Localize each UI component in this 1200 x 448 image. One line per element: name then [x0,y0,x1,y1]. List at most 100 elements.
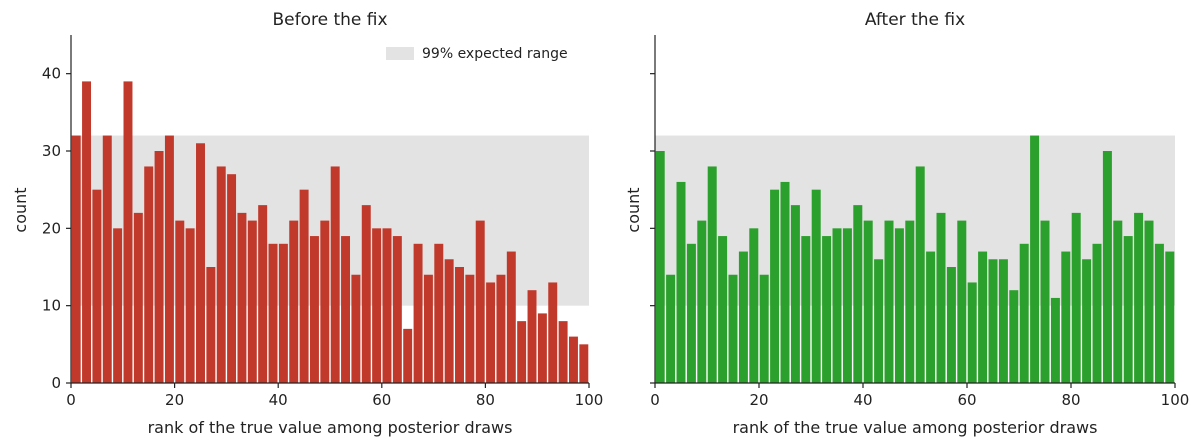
x-tick-label: 0 [650,391,660,409]
bar [1009,290,1019,383]
bar [382,228,392,383]
bar [936,212,946,383]
bar [82,81,92,384]
y-tick-label: 30 [42,142,61,160]
bar [486,282,496,383]
legend-label: 99% expected range [422,46,568,62]
bar [905,220,915,383]
bar [666,274,676,383]
x-tick-label: 100 [1161,391,1190,409]
x-axis-label: rank of the true value among posterior d… [148,418,513,437]
bar [1102,151,1112,383]
x-tick-label: 100 [575,391,604,409]
bar [770,189,780,383]
bar [154,151,164,383]
bar [196,143,205,383]
bar [444,259,454,383]
bar [278,243,288,383]
bar [863,220,873,383]
y-axis-label: count [624,187,643,232]
bar [1154,243,1164,383]
x-tick-label: 40 [269,391,288,409]
bar [978,251,988,383]
bar [330,166,340,383]
bar [1082,259,1092,383]
bar [759,274,769,383]
x-tick-label: 20 [165,391,184,409]
bar [697,220,707,383]
legend: 99% expected range [386,46,568,62]
bar [579,344,589,383]
bar [496,274,506,383]
bar [894,228,904,383]
bar [92,189,102,383]
bar [247,220,257,383]
bar [144,166,154,383]
bar [185,228,195,383]
bar [1050,297,1060,383]
bar [1165,251,1175,383]
bar [227,174,237,383]
y-tick-label: 0 [51,374,61,392]
bar [1134,212,1144,383]
bar [403,328,413,383]
panel-after-fix: After the fix count rank of the true val… [624,10,1189,437]
bar [527,290,537,383]
legend-swatch [386,47,414,60]
bar [289,220,299,383]
y-tick-label: 40 [42,65,61,83]
bar [558,321,568,383]
bars [655,135,1175,383]
bar [1061,251,1071,383]
x-tick-label: 60 [372,391,391,409]
bar [1123,236,1133,383]
bar [268,243,278,383]
bar [71,135,81,383]
bar [1040,220,1050,383]
y-tick-label: 10 [42,297,61,315]
bar [164,135,174,383]
bar [102,135,112,383]
bars [71,81,589,384]
bar [676,181,686,383]
y-axis-label: count [11,187,30,232]
bar [718,236,728,383]
bar [790,205,800,383]
bar [475,220,485,383]
bar [749,228,759,383]
x-tick-label: 0 [66,391,76,409]
y-tick-label: 20 [42,219,61,237]
bar [655,151,665,383]
chart-title: After the fix [865,10,965,30]
bar [998,259,1008,383]
bar [372,228,382,383]
bar [423,274,433,383]
bar [874,259,884,383]
bar [320,220,330,383]
bar [1144,220,1154,383]
bar [299,189,309,383]
bar [351,274,361,383]
bar [780,181,790,383]
bar [123,81,133,384]
bar [1113,220,1123,383]
bar [175,220,185,383]
bar [707,166,717,383]
panel-before-fix: Before the fix count rank of the true va… [11,10,603,437]
x-axis-label: rank of the true value among posterior d… [733,418,1098,437]
bar [1019,243,1029,383]
bar [455,267,464,383]
bar [548,282,558,383]
bar [568,336,578,383]
bar [133,212,143,383]
bar [237,212,247,383]
bar [413,243,423,383]
bar [517,321,527,383]
bar [811,189,821,383]
bar [1030,135,1040,383]
bar [1071,212,1081,383]
bar [832,228,842,383]
bar [728,274,738,383]
bar [957,220,967,383]
